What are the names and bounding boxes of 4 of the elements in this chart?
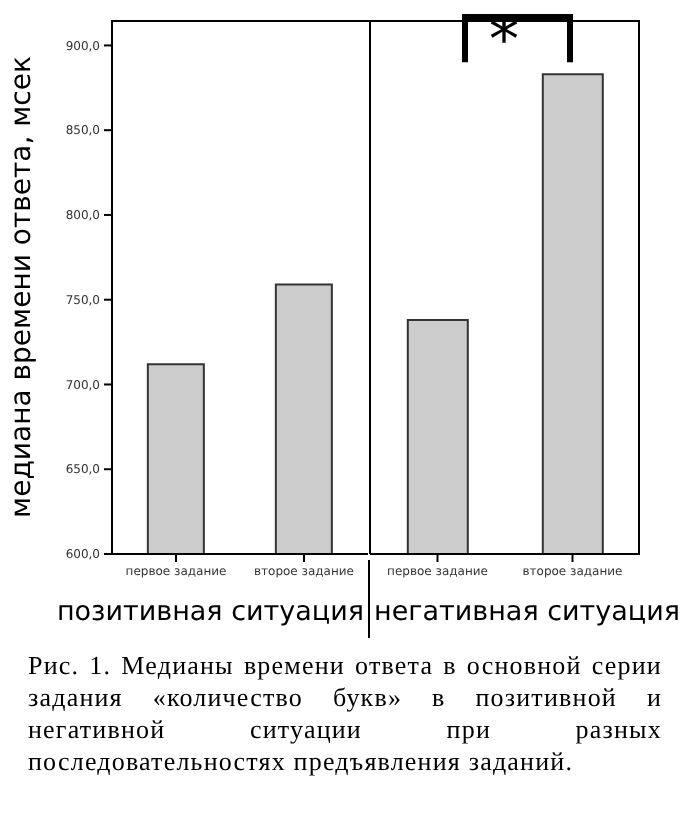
y-axis-title: медиана времени ответа, мсек xyxy=(5,56,38,518)
x-axis-title: позитивная ситуация xyxy=(54,594,364,630)
text: Рис. 1. Медианы времени ответа в основной серии задания «количество букв» в позитивной и негативной ситуации при разных последовательностях предъявления заданий. xyxy=(28,650,662,778)
x-axis-title: негативная ситуация xyxy=(372,594,682,630)
